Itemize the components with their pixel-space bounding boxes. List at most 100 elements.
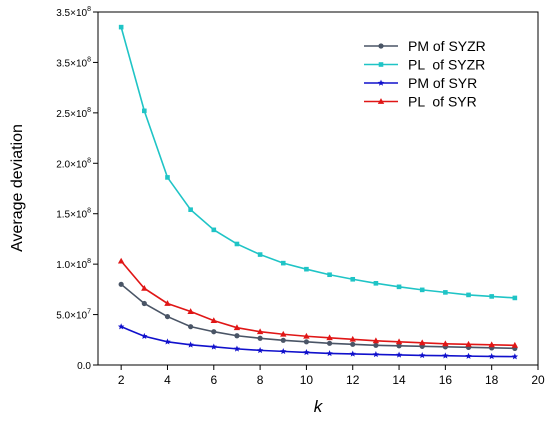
data-point <box>256 346 264 354</box>
y-tick-label: 5.0×107 <box>56 309 91 322</box>
data-point <box>373 342 379 348</box>
data-point <box>141 332 148 340</box>
data-point <box>280 260 286 266</box>
data-point <box>442 340 449 347</box>
data-point <box>488 341 495 348</box>
data-point <box>141 284 148 291</box>
data-point <box>442 352 449 359</box>
data-point <box>141 300 147 307</box>
x-axis: 2 4 6 8 10 12 14 16 18 20 <box>118 365 545 387</box>
x-axis-label: k <box>314 397 324 416</box>
x-tick-label: 2 <box>118 373 125 387</box>
data-point <box>349 350 356 357</box>
data-point <box>488 353 495 360</box>
data-point <box>233 324 241 331</box>
series-line <box>120 26 515 299</box>
data-point <box>349 335 356 342</box>
y-tick-label: 1.5×108 <box>56 208 91 221</box>
data-point <box>188 207 193 212</box>
data-point <box>304 266 309 272</box>
data-point <box>164 338 171 345</box>
series-line <box>120 283 515 350</box>
data-point <box>465 352 472 359</box>
data-point <box>187 308 194 314</box>
y-tick-label: 2.0×108 <box>56 157 91 170</box>
data-point <box>303 348 310 356</box>
data-point <box>350 276 356 282</box>
x-tick-label: 20 <box>531 373 545 387</box>
data-point <box>418 352 426 359</box>
y-axis-label: Average deviation <box>9 124 26 252</box>
series-line <box>120 260 515 347</box>
data-point <box>164 313 171 320</box>
data-point <box>256 328 264 335</box>
series-pl-of-syzr <box>118 24 518 301</box>
x-tick-label: 12 <box>346 373 360 387</box>
data-point <box>118 24 124 30</box>
y-tick-label: 1.0×108 <box>56 258 91 271</box>
data-point <box>395 338 403 345</box>
legend-marker <box>378 62 384 67</box>
y-tick-label: 3.5×108 <box>56 6 91 19</box>
plot-frame <box>97 11 539 366</box>
x-tick-label: 14 <box>392 373 406 387</box>
y-axis: 0.0 5.0×107 1.0×108 1.5×108 2.0×108 2.5×108 3.… <box>56 6 98 372</box>
x-tick-label: 16 <box>439 373 453 387</box>
data-point <box>327 272 332 278</box>
data-point <box>419 287 425 293</box>
data-point <box>512 295 518 301</box>
data-point <box>117 323 125 330</box>
data-point <box>164 300 171 306</box>
data-point <box>280 337 286 343</box>
data-point <box>280 330 287 337</box>
y-tick-label: 3.5×108 <box>56 56 91 69</box>
data-point <box>419 339 426 346</box>
data-point <box>187 341 194 348</box>
data-point <box>234 241 240 247</box>
data-point <box>326 340 333 346</box>
data-point <box>211 329 217 335</box>
data-point <box>372 351 380 358</box>
legend-label: PL of SYR <box>408 94 477 110</box>
data-point <box>350 341 356 347</box>
data-point <box>188 324 194 330</box>
y-tick-label: 2.5×108 <box>56 107 91 120</box>
series-pm-of-syr <box>117 323 519 360</box>
data-point <box>142 108 147 114</box>
series-layer <box>117 24 519 360</box>
data-point <box>466 292 471 298</box>
legend-marker <box>377 79 385 86</box>
x-tick-label: 6 <box>210 373 217 387</box>
data-point <box>257 335 263 341</box>
data-point <box>396 284 402 290</box>
data-point <box>210 343 218 350</box>
data-point <box>489 294 494 299</box>
legend-label: PM of SYR <box>408 75 477 91</box>
data-point <box>234 333 240 339</box>
data-point <box>511 341 519 348</box>
data-point <box>511 353 519 360</box>
data-point <box>395 351 403 358</box>
data-point <box>117 257 125 264</box>
data-point <box>280 347 287 355</box>
legend-item: PL of SYR <box>364 94 477 110</box>
legend-item: PM of SYZR <box>364 38 486 54</box>
x-tick-label: 4 <box>164 373 171 387</box>
x-tick-label: 18 <box>485 373 499 387</box>
x-tick-label: 8 <box>257 373 264 387</box>
data-point <box>373 281 379 286</box>
series-pm-of-syzr <box>118 281 518 351</box>
data-point <box>303 332 310 339</box>
data-point <box>443 290 448 295</box>
data-point <box>233 345 241 352</box>
data-point <box>326 350 333 357</box>
legend-marker <box>377 98 385 104</box>
data-point <box>118 281 124 287</box>
data-point <box>210 317 217 324</box>
data-point <box>396 343 402 349</box>
data-point <box>257 252 263 257</box>
legend: PM of SYZR PL of SYZR PM of SYR PL of SYR <box>364 38 486 110</box>
series-line <box>120 325 515 358</box>
legend-item: PM of SYR <box>364 75 477 91</box>
